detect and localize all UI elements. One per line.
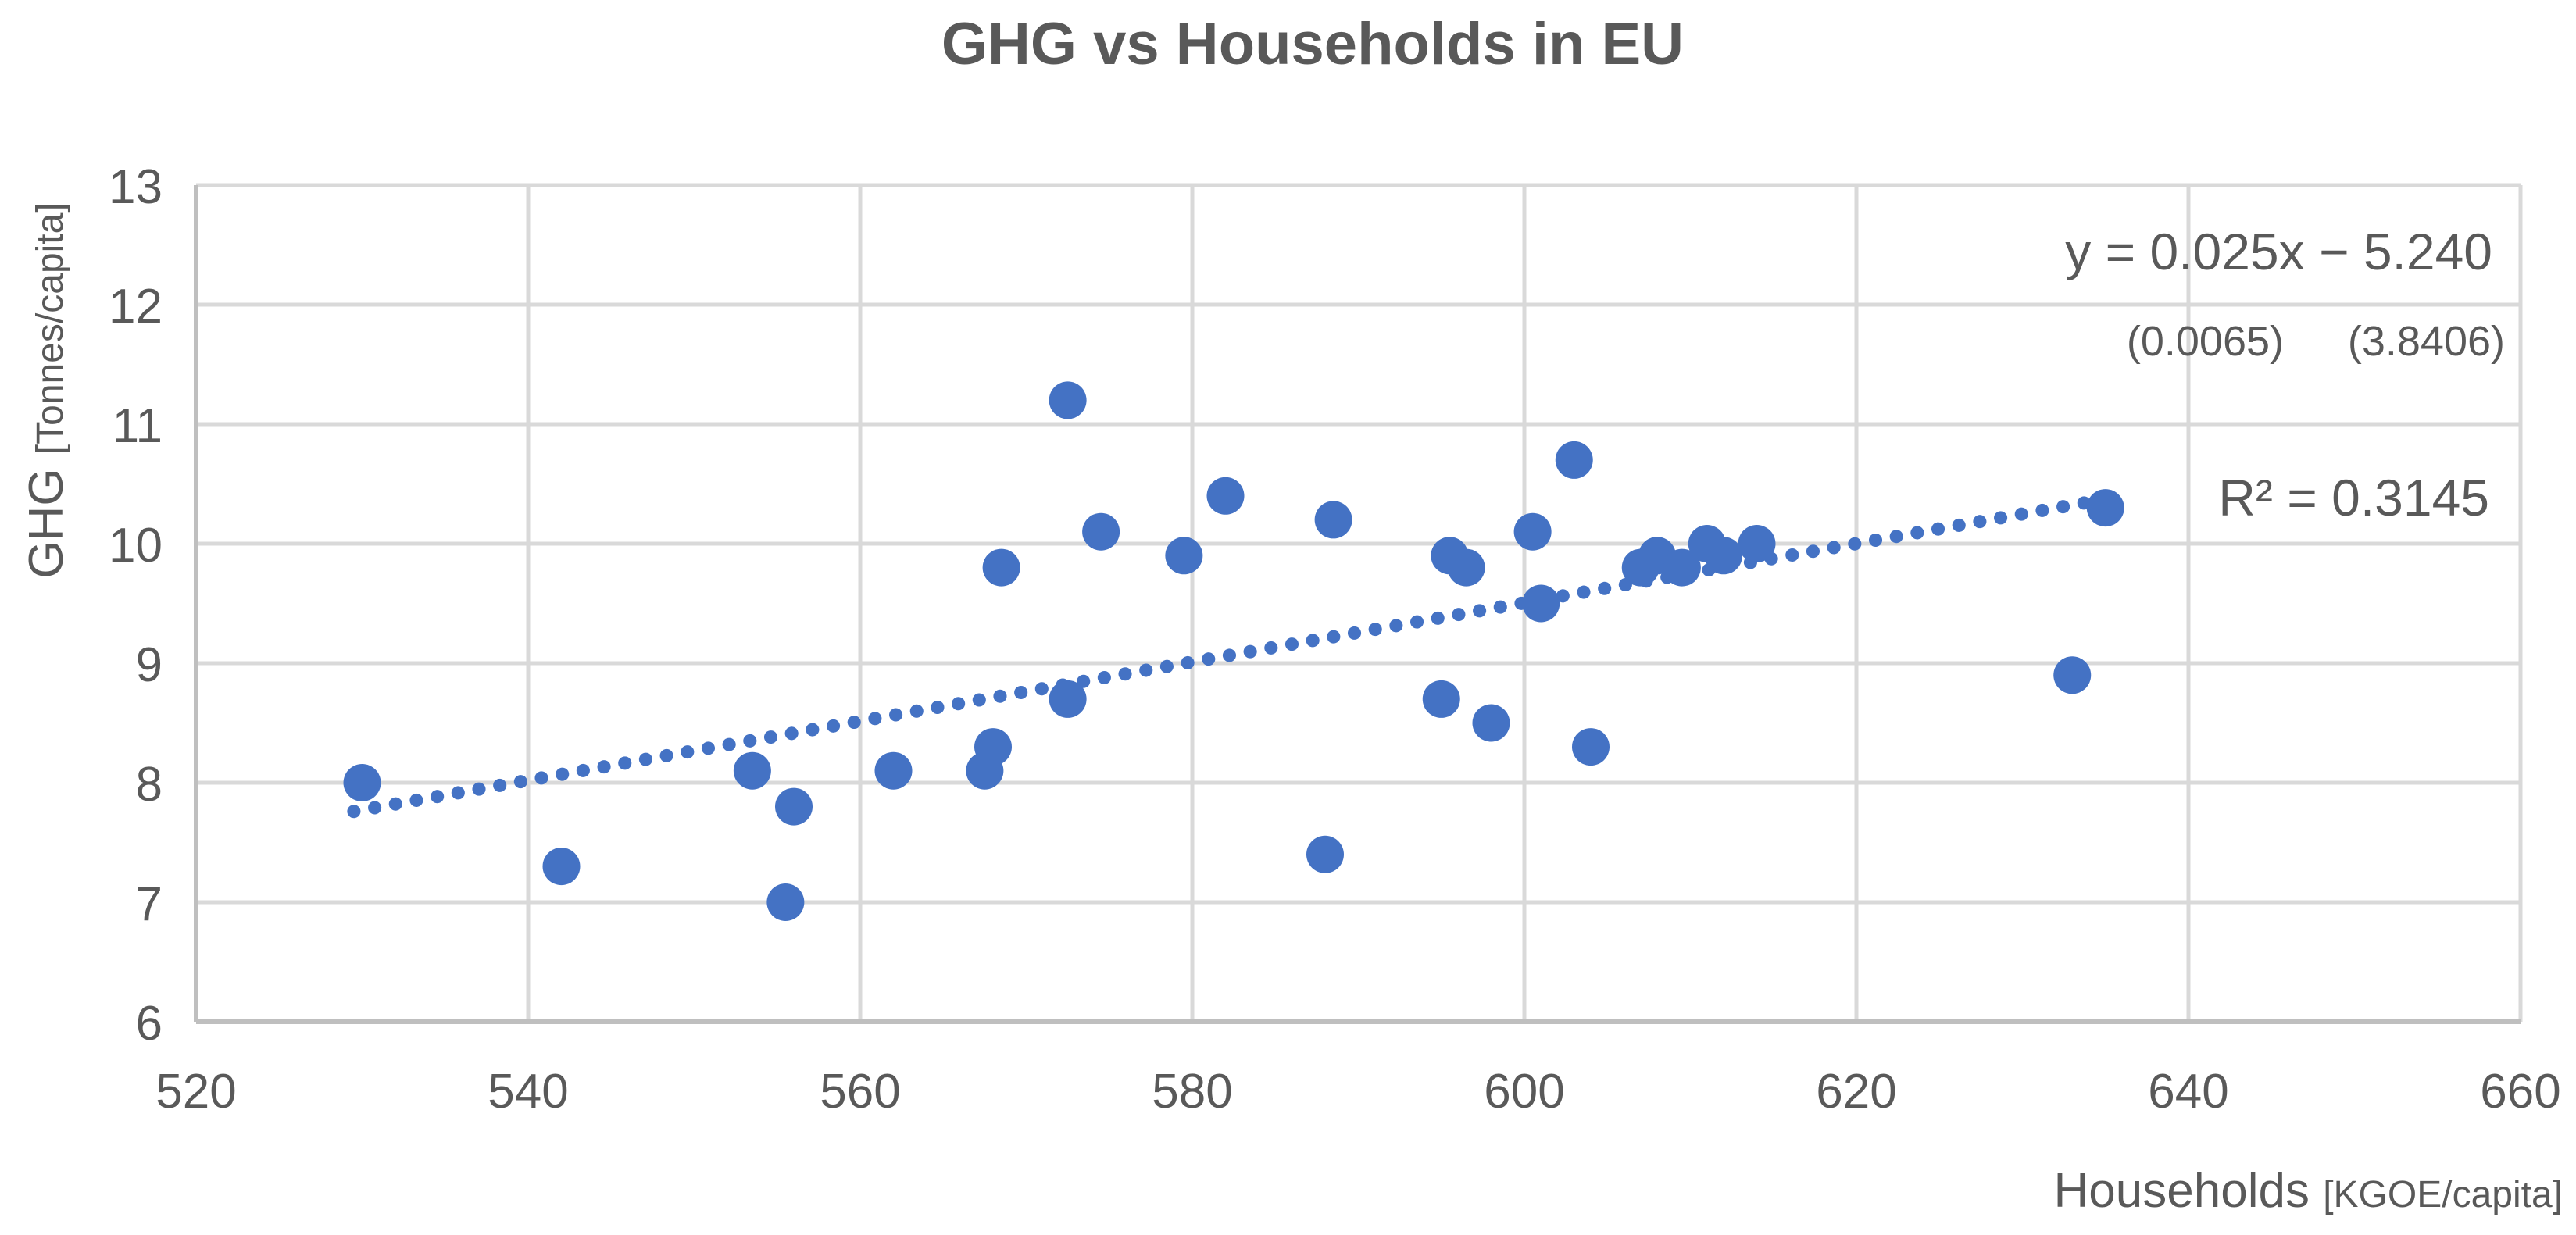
data-point <box>1472 704 1510 742</box>
x-tick-label: 540 <box>488 1065 568 1119</box>
data-point <box>1738 525 1776 562</box>
data-point <box>1572 728 1610 766</box>
data-point <box>1082 512 1120 551</box>
y-tick-label: 7 <box>136 877 163 931</box>
x-tick-label: 600 <box>1484 1065 1564 1119</box>
data-point <box>1314 501 1352 539</box>
data-point <box>542 848 581 886</box>
y-tick-label: 9 <box>136 638 163 692</box>
data-point <box>974 728 1012 766</box>
std-error-slope: (0.0065) <box>2127 318 2284 365</box>
r-squared-label: R² = 0.3145 <box>2218 469 2489 526</box>
y-axis-title: GHG [Tonnes/capita] <box>20 202 73 578</box>
axis-lines <box>194 185 2521 1024</box>
data-point <box>1049 381 1087 419</box>
x-axis-title-unit: [KGOE/capita] <box>2323 1174 2563 1215</box>
data-point <box>766 883 805 921</box>
trendline-dotted <box>347 491 2117 819</box>
data-point <box>1555 441 1593 479</box>
data-point <box>1663 548 1701 587</box>
x-axis-title-main: Households <box>2054 1164 2310 1218</box>
data-point <box>1306 835 1344 873</box>
y-axis-title-space <box>20 455 73 468</box>
data-point <box>1165 537 1203 575</box>
trendline-equation: y = 0.025x − 5.240 <box>2065 223 2492 280</box>
data-point <box>1705 537 1742 575</box>
data-point <box>1447 548 1485 587</box>
chart-title: GHG vs Households in EU <box>941 11 1684 77</box>
data-point <box>1049 680 1087 718</box>
y-axis-title-main: GHG <box>20 468 73 578</box>
data-point <box>1522 584 1560 623</box>
y-tick-label: 12 <box>109 280 163 334</box>
data-point <box>775 787 813 826</box>
y-tick-label: 11 <box>113 399 163 453</box>
scatter-points <box>343 381 2124 921</box>
data-point <box>982 548 1020 587</box>
x-tick-label: 660 <box>2480 1065 2560 1119</box>
data-point <box>2053 656 2092 694</box>
data-point <box>733 751 771 790</box>
data-point <box>1206 477 1245 515</box>
y-axis-tick-labels: 13 12 11 10 9 8 7 6 <box>109 160 163 1051</box>
x-tick-label: 640 <box>2148 1065 2228 1119</box>
data-point <box>1422 680 1460 718</box>
data-point <box>1513 512 1552 551</box>
y-tick-label: 10 <box>109 519 163 573</box>
y-axis-title-unit: [Tonnes/capita] <box>30 202 71 455</box>
data-point <box>874 751 913 790</box>
x-axis-tick-labels: 520 540 560 580 600 620 640 660 <box>155 1065 2560 1119</box>
x-axis-title: Households [KGOE/capita] <box>2054 1164 2563 1218</box>
y-tick-label: 8 <box>136 758 163 812</box>
x-tick-label: 520 <box>155 1065 236 1119</box>
data-point <box>343 764 381 801</box>
gridlines <box>196 183 2523 1022</box>
x-tick-label: 620 <box>1816 1065 1896 1119</box>
data-point <box>2086 489 2124 527</box>
y-tick-label: 13 <box>109 160 163 214</box>
x-tick-label: 580 <box>1152 1065 1232 1119</box>
std-error-intercept: (3.8406) <box>2348 318 2505 365</box>
x-axis-title-space <box>2310 1164 2323 1218</box>
x-tick-label: 560 <box>820 1065 900 1119</box>
y-tick-label: 6 <box>136 997 163 1051</box>
